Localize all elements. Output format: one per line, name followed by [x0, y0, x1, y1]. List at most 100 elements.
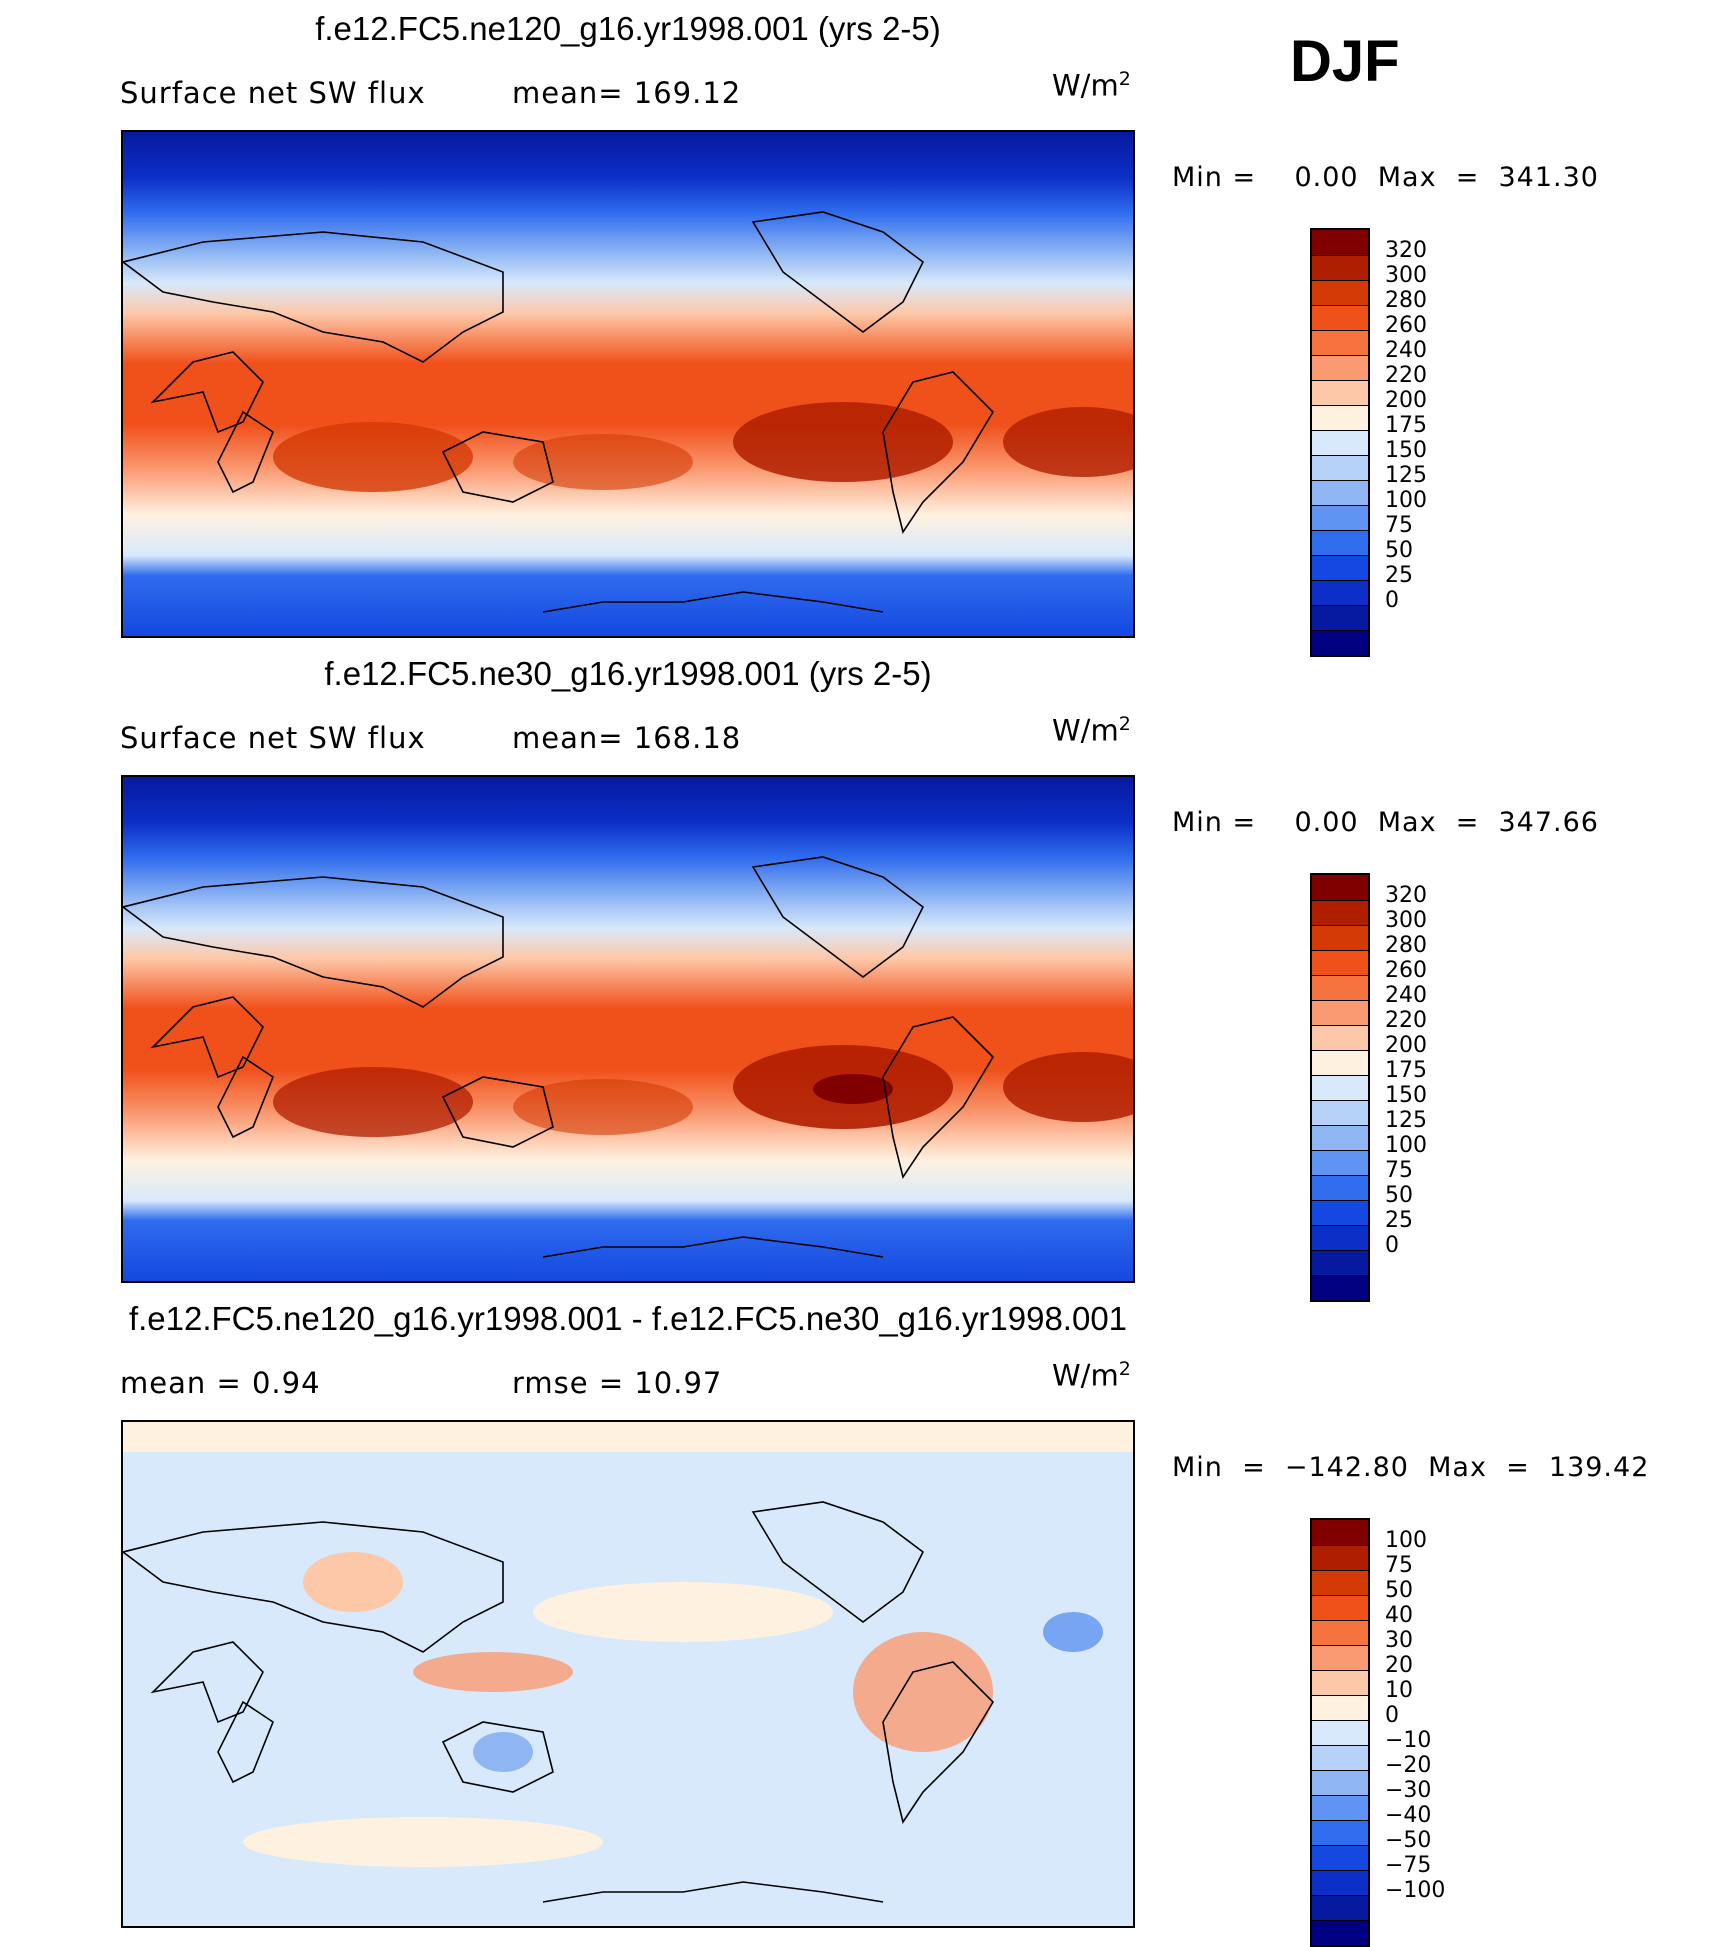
- colorbar-tick-label: 0: [1385, 1703, 1399, 1728]
- colorbar: [1310, 1518, 1370, 1947]
- colorbar-tick-label: −50: [1385, 1828, 1432, 1853]
- colorbar-cell: [1312, 1670, 1368, 1695]
- mean-label: mean= 169.12: [512, 76, 742, 110]
- colorbar-cell: [1312, 975, 1368, 1000]
- colorbar-tick-label: 75: [1385, 1553, 1413, 1578]
- colorbar-tick-label: 25: [1385, 563, 1413, 588]
- colorbar-cell: [1312, 1025, 1368, 1050]
- colorbar-tick-label: 50: [1385, 1578, 1413, 1603]
- colorbar-cell: [1312, 1050, 1368, 1075]
- colorbar-cell: [1312, 405, 1368, 430]
- colorbar-cell: [1312, 280, 1368, 305]
- colorbar-cell: [1312, 1795, 1368, 1820]
- map-canvas: [123, 777, 1133, 1281]
- units-label: W/m2: [1052, 713, 1131, 748]
- colorbar-tick-label: 100: [1385, 1528, 1427, 1553]
- colorbar-tick-label: 150: [1385, 438, 1427, 463]
- mean-label: mean = 0.94: [120, 1366, 321, 1400]
- colorbar-tick-label: 220: [1385, 1008, 1427, 1033]
- colorbar-cell: [1312, 1920, 1368, 1945]
- colorbar-cell: [1312, 605, 1368, 630]
- colorbar-cell: [1312, 455, 1368, 480]
- panel-ne30: f.e12.FC5.ne30_g16.yr1998.001 (yrs 2-5) …: [0, 645, 1710, 1302]
- colorbar-cell: [1312, 555, 1368, 580]
- colorbar-tick-label: 175: [1385, 1058, 1427, 1083]
- colorbar-cell: [1312, 530, 1368, 555]
- min-max-label: Min = 0.00 Max = 347.66: [1172, 807, 1599, 838]
- colorbar-cell: [1312, 430, 1368, 455]
- colorbar-cell: [1312, 1250, 1368, 1275]
- panel-title: f.e12.FC5.ne120_g16.yr1998.001 - f.e12.F…: [128, 1300, 1128, 1337]
- colorbar: [1310, 873, 1370, 1302]
- colorbar-tick-label: 125: [1385, 1108, 1427, 1133]
- colorbar-cell: [1312, 1720, 1368, 1745]
- season-label: DJF: [1290, 29, 1400, 94]
- colorbar-tick-label: 150: [1385, 1083, 1427, 1108]
- colorbar-cell: [1312, 1000, 1368, 1025]
- colorbar-cell: [1312, 1595, 1368, 1620]
- colorbar-tick-label: 175: [1385, 413, 1427, 438]
- colorbar-tick-label: 75: [1385, 513, 1413, 538]
- colorbar-tick-label: 220: [1385, 363, 1427, 388]
- colorbar-cell: [1312, 1200, 1368, 1225]
- colorbar-cell: [1312, 1175, 1368, 1200]
- colorbar-tick-label: 260: [1385, 958, 1427, 983]
- colorbar-tick-label: 25: [1385, 1208, 1413, 1233]
- colorbar-tick-label: 240: [1385, 338, 1427, 363]
- colorbar-tick-label: 75: [1385, 1158, 1413, 1183]
- colorbar-cell: [1312, 1645, 1368, 1670]
- colorbar-tick-label: 200: [1385, 388, 1427, 413]
- colorbar-cell: [1312, 1845, 1368, 1870]
- variable-label: Surface net SW flux: [120, 721, 426, 755]
- colorbar-tick-label: 50: [1385, 1183, 1413, 1208]
- colorbar-cell: [1312, 1520, 1368, 1545]
- colorbar-cell: [1312, 1770, 1368, 1795]
- colorbar-cell: [1312, 1870, 1368, 1895]
- map-canvas: [123, 1422, 1133, 1926]
- map-difference: [121, 1420, 1135, 1928]
- colorbar-cell: [1312, 505, 1368, 530]
- colorbar-cell: [1312, 230, 1368, 255]
- map-ne120: [121, 130, 1135, 638]
- mean-label: mean= 168.18: [512, 721, 742, 755]
- colorbar-cell: [1312, 380, 1368, 405]
- colorbar-tick-label: −100: [1385, 1878, 1446, 1903]
- colorbar-tick-label: 320: [1385, 883, 1427, 908]
- colorbar-tick-label: −20: [1385, 1753, 1432, 1778]
- colorbar-tick-label: −30: [1385, 1778, 1432, 1803]
- colorbar-tick-label: −10: [1385, 1728, 1432, 1753]
- colorbar-cell: [1312, 1620, 1368, 1645]
- colorbar-cell: [1312, 1745, 1368, 1770]
- colorbar-cell: [1312, 950, 1368, 975]
- colorbar-cell: [1312, 1075, 1368, 1100]
- colorbar-tick-label: 280: [1385, 288, 1427, 313]
- colorbar-cell: [1312, 330, 1368, 355]
- colorbar-tick-label: 0: [1385, 1233, 1399, 1258]
- colorbar-tick-label: 20: [1385, 1653, 1413, 1678]
- colorbar-tick-label: 125: [1385, 463, 1427, 488]
- colorbar-tick-label: 280: [1385, 933, 1427, 958]
- colorbar-cell: [1312, 580, 1368, 605]
- colorbar-tick-label: 50: [1385, 538, 1413, 563]
- colorbar-tick-label: 260: [1385, 313, 1427, 338]
- colorbar-cell: [1312, 255, 1368, 280]
- colorbar-cell: [1312, 925, 1368, 950]
- colorbar-cell: [1312, 1695, 1368, 1720]
- colorbar-tick-label: 200: [1385, 1033, 1427, 1058]
- colorbar-tick-label: 300: [1385, 263, 1427, 288]
- units-label: W/m2: [1052, 68, 1131, 103]
- colorbar: [1310, 228, 1370, 657]
- panel-title: f.e12.FC5.ne120_g16.yr1998.001 (yrs 2-5): [315, 10, 941, 47]
- panel-ne120: f.e12.FC5.ne120_g16.yr1998.001 (yrs 2-5)…: [0, 0, 1710, 657]
- colorbar-cell: [1312, 1125, 1368, 1150]
- colorbar-tick-label: −40: [1385, 1803, 1432, 1828]
- colorbar-cell: [1312, 630, 1368, 655]
- panel-difference: f.e12.FC5.ne120_g16.yr1998.001 - f.e12.F…: [0, 1290, 1710, 1947]
- colorbar-cell: [1312, 1225, 1368, 1250]
- panel-title: f.e12.FC5.ne30_g16.yr1998.001 (yrs 2-5): [324, 655, 932, 692]
- colorbar-cell: [1312, 1820, 1368, 1845]
- colorbar-cell: [1312, 1150, 1368, 1175]
- colorbar-tick-label: 100: [1385, 1133, 1427, 1158]
- colorbar-tick-label: −75: [1385, 1853, 1432, 1878]
- colorbar-tick-label: 100: [1385, 488, 1427, 513]
